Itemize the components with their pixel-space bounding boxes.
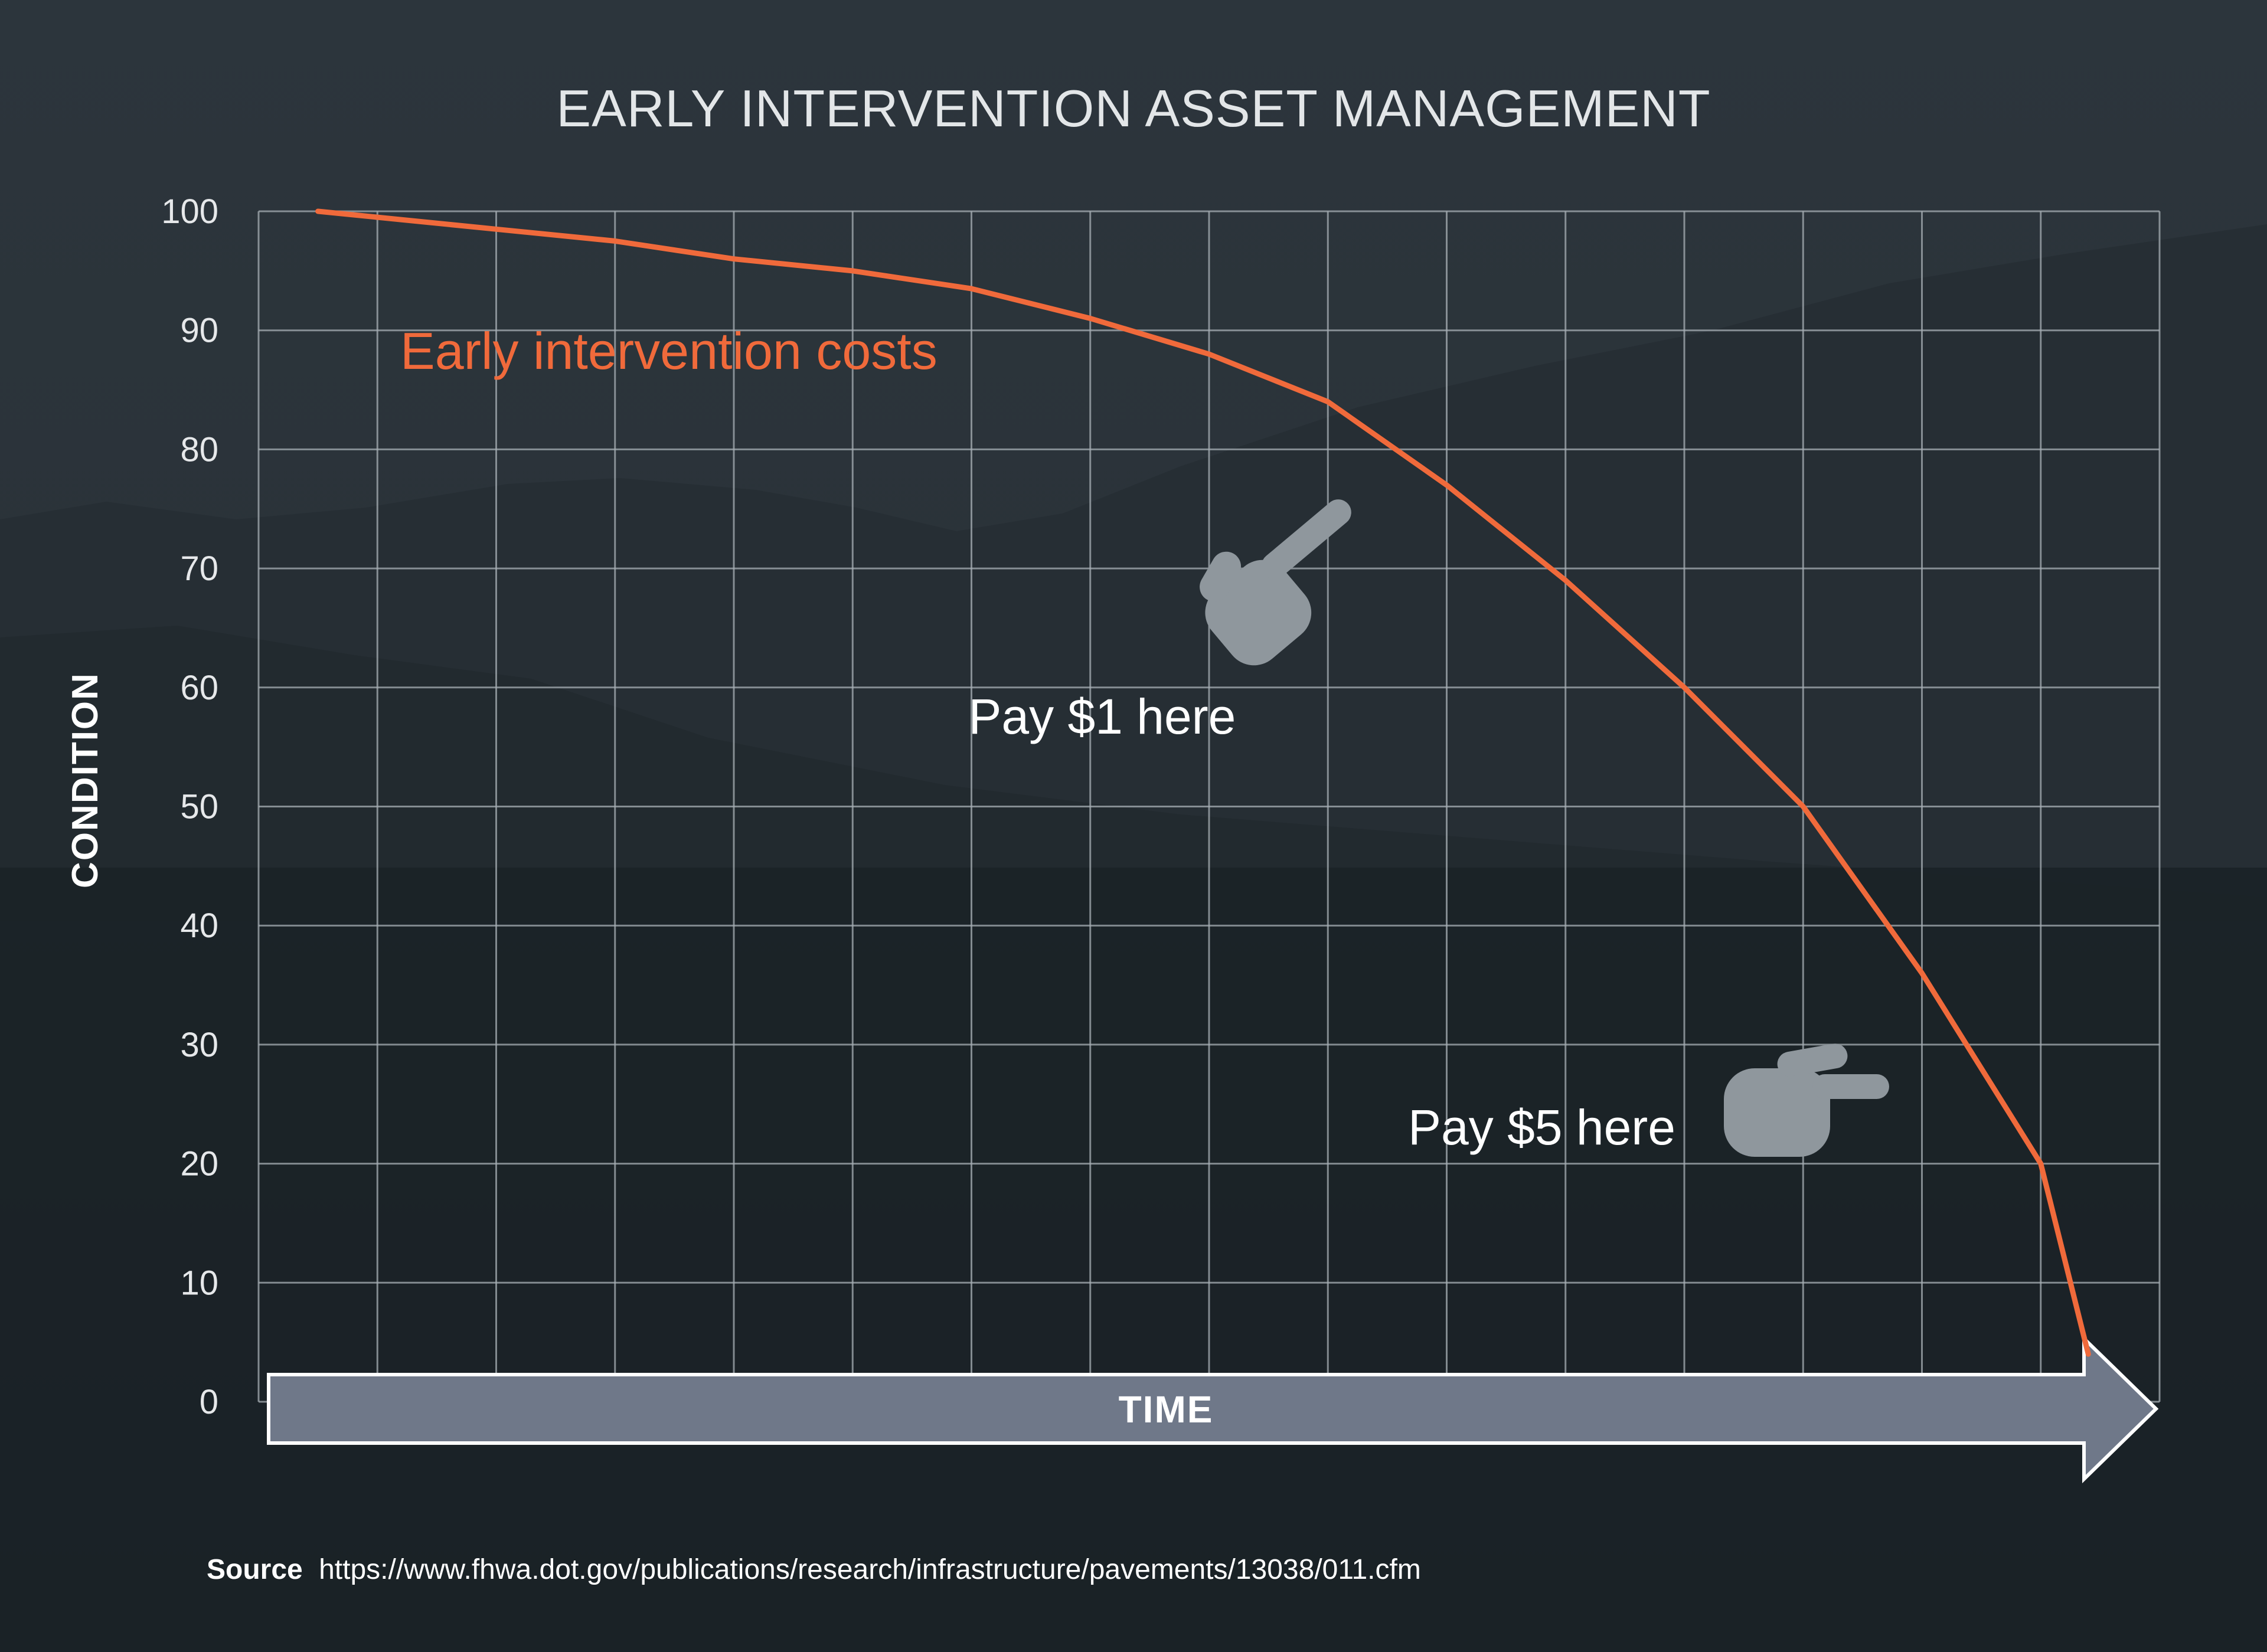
y-tick-label: 30 xyxy=(180,1026,218,1064)
y-axis-ticks: 0 10 20 30 40 50 60 70 80 90 100 xyxy=(161,192,218,1421)
y-tick-label: 10 xyxy=(180,1264,218,1302)
y-tick-label: 0 xyxy=(200,1383,218,1421)
pointing-hand-icon-right xyxy=(1724,1043,1889,1157)
annotation-pay-5: Pay $5 here xyxy=(1408,1100,1675,1155)
annotation-pay-1: Pay $1 here xyxy=(968,689,1236,744)
series-line-early-intervention xyxy=(315,208,2091,1357)
grid xyxy=(257,210,2161,1403)
y-tick-label: 80 xyxy=(180,430,218,469)
pointing-hand-icon xyxy=(1200,499,1351,666)
y-tick-label: 60 xyxy=(180,669,218,707)
y-tick-label: 90 xyxy=(180,312,218,350)
y-tick-label: 20 xyxy=(180,1145,218,1183)
series-label-early-intervention: Early intervention costs xyxy=(400,322,937,380)
time-axis-arrow: TIME xyxy=(267,1334,2159,1484)
source-label: Source xyxy=(207,1554,303,1585)
y-axis-label: CONDITION xyxy=(65,672,106,888)
y-tick-label: 70 xyxy=(180,549,218,588)
chart-title: EARLY INTERVENTION ASSET MANAGEMENT xyxy=(556,79,1710,138)
source-footer: Source https://www.fhwa.dot.gov/publicat… xyxy=(207,1554,1421,1585)
y-tick-label: 40 xyxy=(180,907,218,945)
source-url[interactable]: https://www.fhwa.dot.gov/publications/re… xyxy=(319,1554,1421,1585)
x-axis-label: TIME xyxy=(1119,1388,1214,1431)
time-arrow-shape xyxy=(267,1334,2159,1484)
y-tick-label: 50 xyxy=(180,788,218,826)
y-tick-label: 100 xyxy=(161,192,218,231)
